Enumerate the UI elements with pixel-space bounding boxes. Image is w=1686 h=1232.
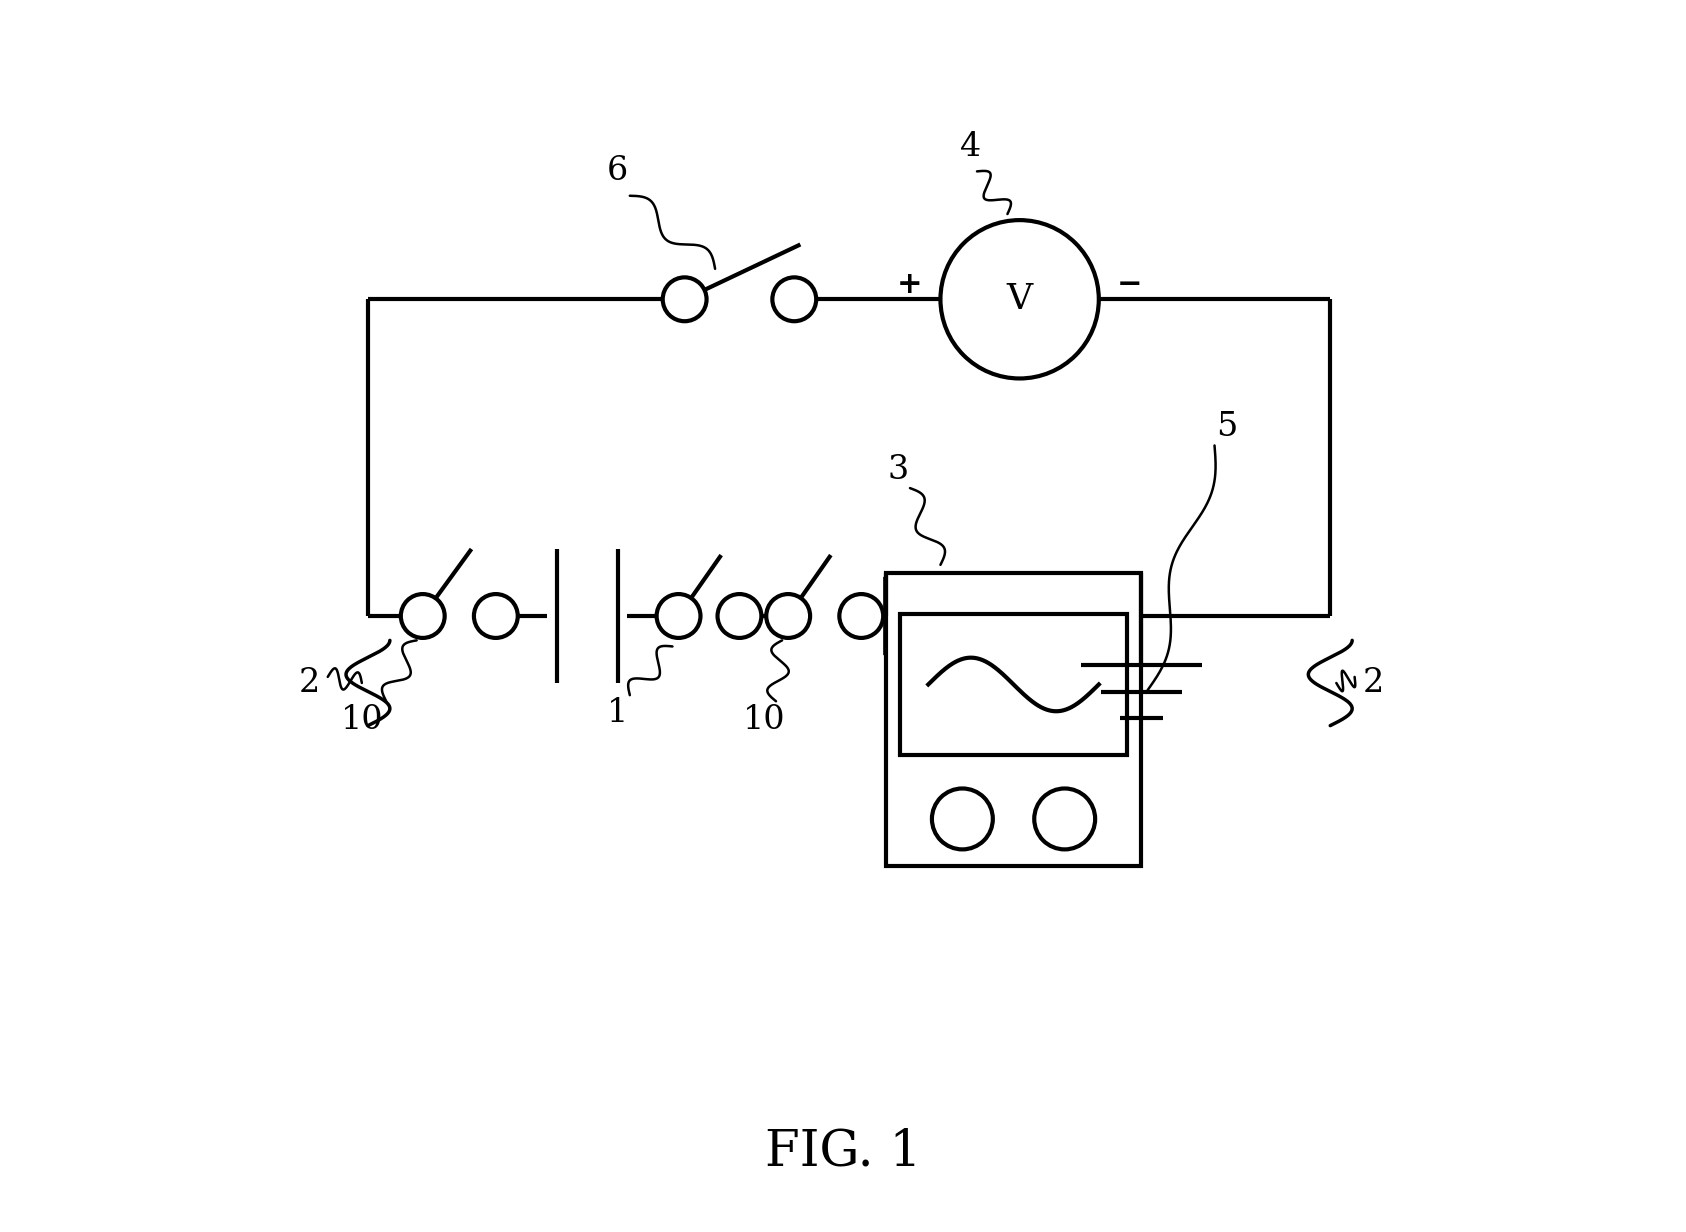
- Circle shape: [401, 594, 445, 638]
- Circle shape: [474, 594, 518, 638]
- Circle shape: [932, 788, 993, 849]
- Circle shape: [1034, 788, 1096, 849]
- Circle shape: [656, 594, 700, 638]
- Text: 10: 10: [742, 703, 786, 736]
- Circle shape: [663, 277, 706, 322]
- Text: 1: 1: [607, 697, 629, 729]
- Text: 2: 2: [1362, 667, 1384, 699]
- Text: 3: 3: [887, 453, 909, 485]
- Text: FIG. 1: FIG. 1: [765, 1127, 921, 1177]
- Circle shape: [765, 594, 809, 638]
- Bar: [900, 615, 1126, 755]
- Text: 5: 5: [1216, 411, 1238, 444]
- Circle shape: [941, 221, 1099, 378]
- Text: 10: 10: [341, 703, 383, 736]
- Circle shape: [718, 594, 762, 638]
- Circle shape: [840, 594, 883, 638]
- Text: −: −: [1116, 270, 1141, 299]
- Text: V: V: [1007, 282, 1034, 317]
- Text: +: +: [897, 270, 922, 299]
- Text: 4: 4: [961, 131, 981, 163]
- Circle shape: [772, 277, 816, 322]
- Text: 6: 6: [607, 155, 629, 187]
- Text: 2: 2: [298, 667, 320, 699]
- Bar: [885, 573, 1141, 866]
